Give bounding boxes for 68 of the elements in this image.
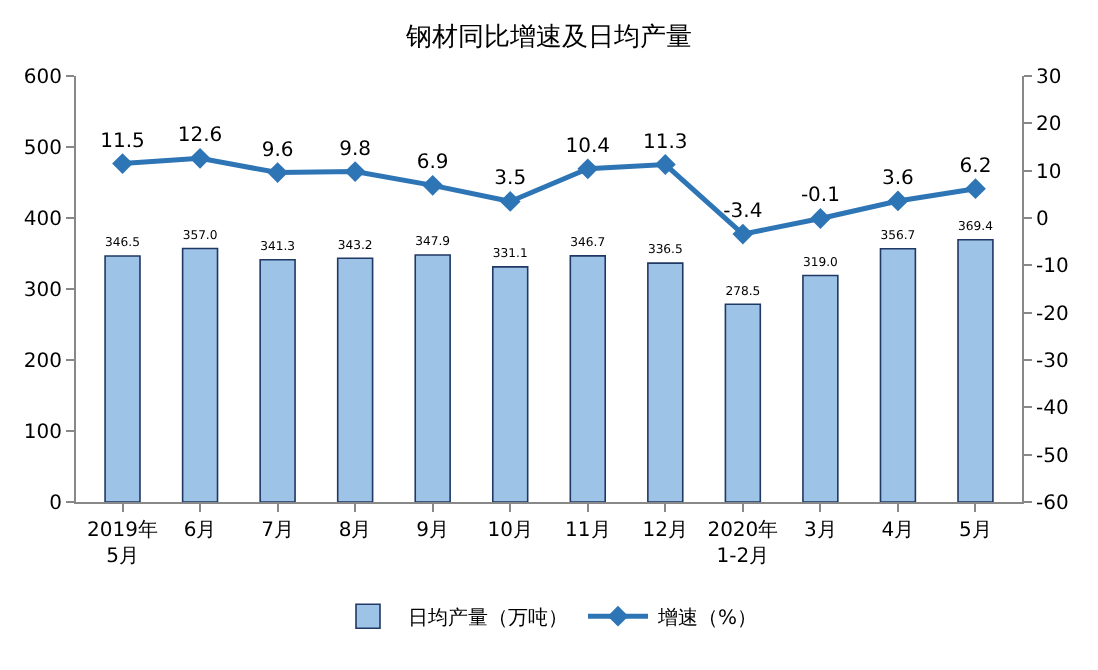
x-tick-label: 2020年 1-2月 (707, 518, 779, 568)
y2-tick-label: 0 (1036, 209, 1049, 231)
point (577, 158, 599, 180)
y2-tick-label: -40 (1036, 398, 1069, 421)
bar (259, 258, 296, 502)
y2-tick-label: -20 (1036, 303, 1069, 326)
bar (957, 238, 994, 502)
point (499, 191, 521, 212)
data-label: 9.8 (339, 138, 372, 161)
x-tick-label: 10月 (487, 520, 533, 542)
chart-title: 钢材同比增速及日均产量 (404, 23, 692, 53)
y2-tick-label: 30 (1036, 67, 1062, 89)
point (965, 178, 986, 200)
x-tick-label: 2019年 5月 (87, 518, 158, 568)
y-tick-label: 600 (23, 67, 62, 89)
y2-tick-label: -30 (1036, 351, 1069, 373)
y-tick-label: 400 (23, 209, 62, 231)
data-label: 10.4 (565, 135, 611, 158)
bar (491, 266, 529, 502)
y-tick-label: 200 (23, 351, 62, 373)
x-tick-label: 5月 (959, 520, 992, 542)
data-label: 6.2 (959, 155, 992, 178)
data-label: 6.9 (416, 152, 449, 175)
legend-label: 日均产量（万吨） (408, 606, 568, 630)
x-tick-label: 3月 (804, 520, 837, 542)
y2-tick-label: -50 (1036, 445, 1069, 468)
bar (181, 247, 219, 502)
data-label: 3.5 (494, 168, 527, 191)
y-tick-label: 300 (23, 280, 62, 302)
legend-label: 增速（%） (656, 606, 758, 630)
point (654, 154, 676, 175)
point (267, 162, 288, 183)
point (189, 147, 211, 169)
data-label: -0.1 (800, 185, 840, 208)
data-label: 11.5 (100, 130, 145, 153)
point (887, 190, 909, 212)
point (732, 223, 754, 245)
bar (569, 255, 607, 502)
point (344, 161, 366, 183)
x-tick-label: 9月 (416, 520, 450, 542)
data-label: 12.6 (177, 125, 223, 148)
bar (802, 274, 839, 502)
x-tick-label: 12月 (642, 520, 689, 542)
x-tick-label: 8月 (338, 520, 372, 542)
point (112, 153, 133, 174)
data-label: -3.4 (723, 201, 763, 224)
bar (724, 303, 762, 502)
x-tick-label: 6月 (183, 520, 217, 542)
y-tick-label: 100 (23, 422, 62, 444)
y2-tick-label: 10 (1036, 161, 1062, 184)
data-label: 9.6 (261, 139, 294, 162)
x-tick-label: 4月 (881, 520, 915, 542)
y-tick-label: 500 (23, 138, 62, 160)
data-label: 11.3 (643, 131, 688, 154)
data-label: 3.6 (882, 167, 914, 190)
bar (336, 257, 374, 502)
bar (647, 262, 684, 502)
y2-tick-label: -60 (1036, 493, 1069, 515)
bar (104, 255, 141, 502)
bar (879, 247, 917, 502)
y2-tick-label: -10 (1036, 256, 1069, 279)
point (422, 174, 444, 196)
y-tick-label: 0 (49, 493, 62, 515)
point (810, 208, 831, 229)
x-tick-label: 7月 (261, 520, 294, 542)
x-tick-label: 11月 (565, 520, 611, 542)
y2-tick-label: 20 (1036, 114, 1062, 137)
bar (414, 254, 451, 502)
